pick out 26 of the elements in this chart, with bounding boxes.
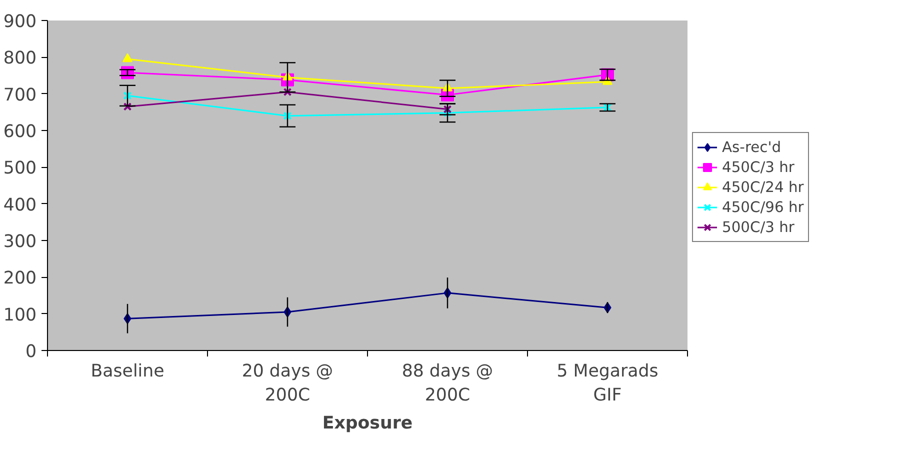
y-tick-label: 500 xyxy=(3,158,37,179)
y-tick-label: 600 xyxy=(3,122,37,142)
point xyxy=(283,88,292,96)
legend-label: 450C/3 hr xyxy=(722,158,794,176)
x-tick-label: 20 days @ 200C xyxy=(242,362,334,406)
y-tick-label: 200 xyxy=(3,268,37,289)
y-tick-label: 900 xyxy=(3,12,37,32)
y-tick-label: 300 xyxy=(3,232,37,252)
y-tick-label: 800 xyxy=(3,48,37,69)
point xyxy=(283,112,292,120)
point xyxy=(123,102,132,111)
y-tick-label: 700 xyxy=(3,85,37,106)
point xyxy=(123,91,132,100)
y-tick-label: 400 xyxy=(3,195,37,216)
y-tick-label: 0 xyxy=(25,342,37,362)
legend-label: 450C/24 hr xyxy=(722,178,804,196)
y-tick-label: 100 xyxy=(3,305,37,326)
x-tick-label: Baseline xyxy=(90,362,164,382)
point xyxy=(443,108,452,118)
legend-label: 450C/96 hr xyxy=(722,198,804,216)
legend-label: As-rec'd xyxy=(722,138,782,156)
x-axis-title: Exposure xyxy=(322,414,413,434)
x-tick-label: 5 Megarads GIF xyxy=(556,362,658,406)
legend-label: 500C/3 hr xyxy=(722,218,794,236)
x-tick-label: 88 days @ 200C xyxy=(402,362,494,406)
point xyxy=(122,53,132,62)
